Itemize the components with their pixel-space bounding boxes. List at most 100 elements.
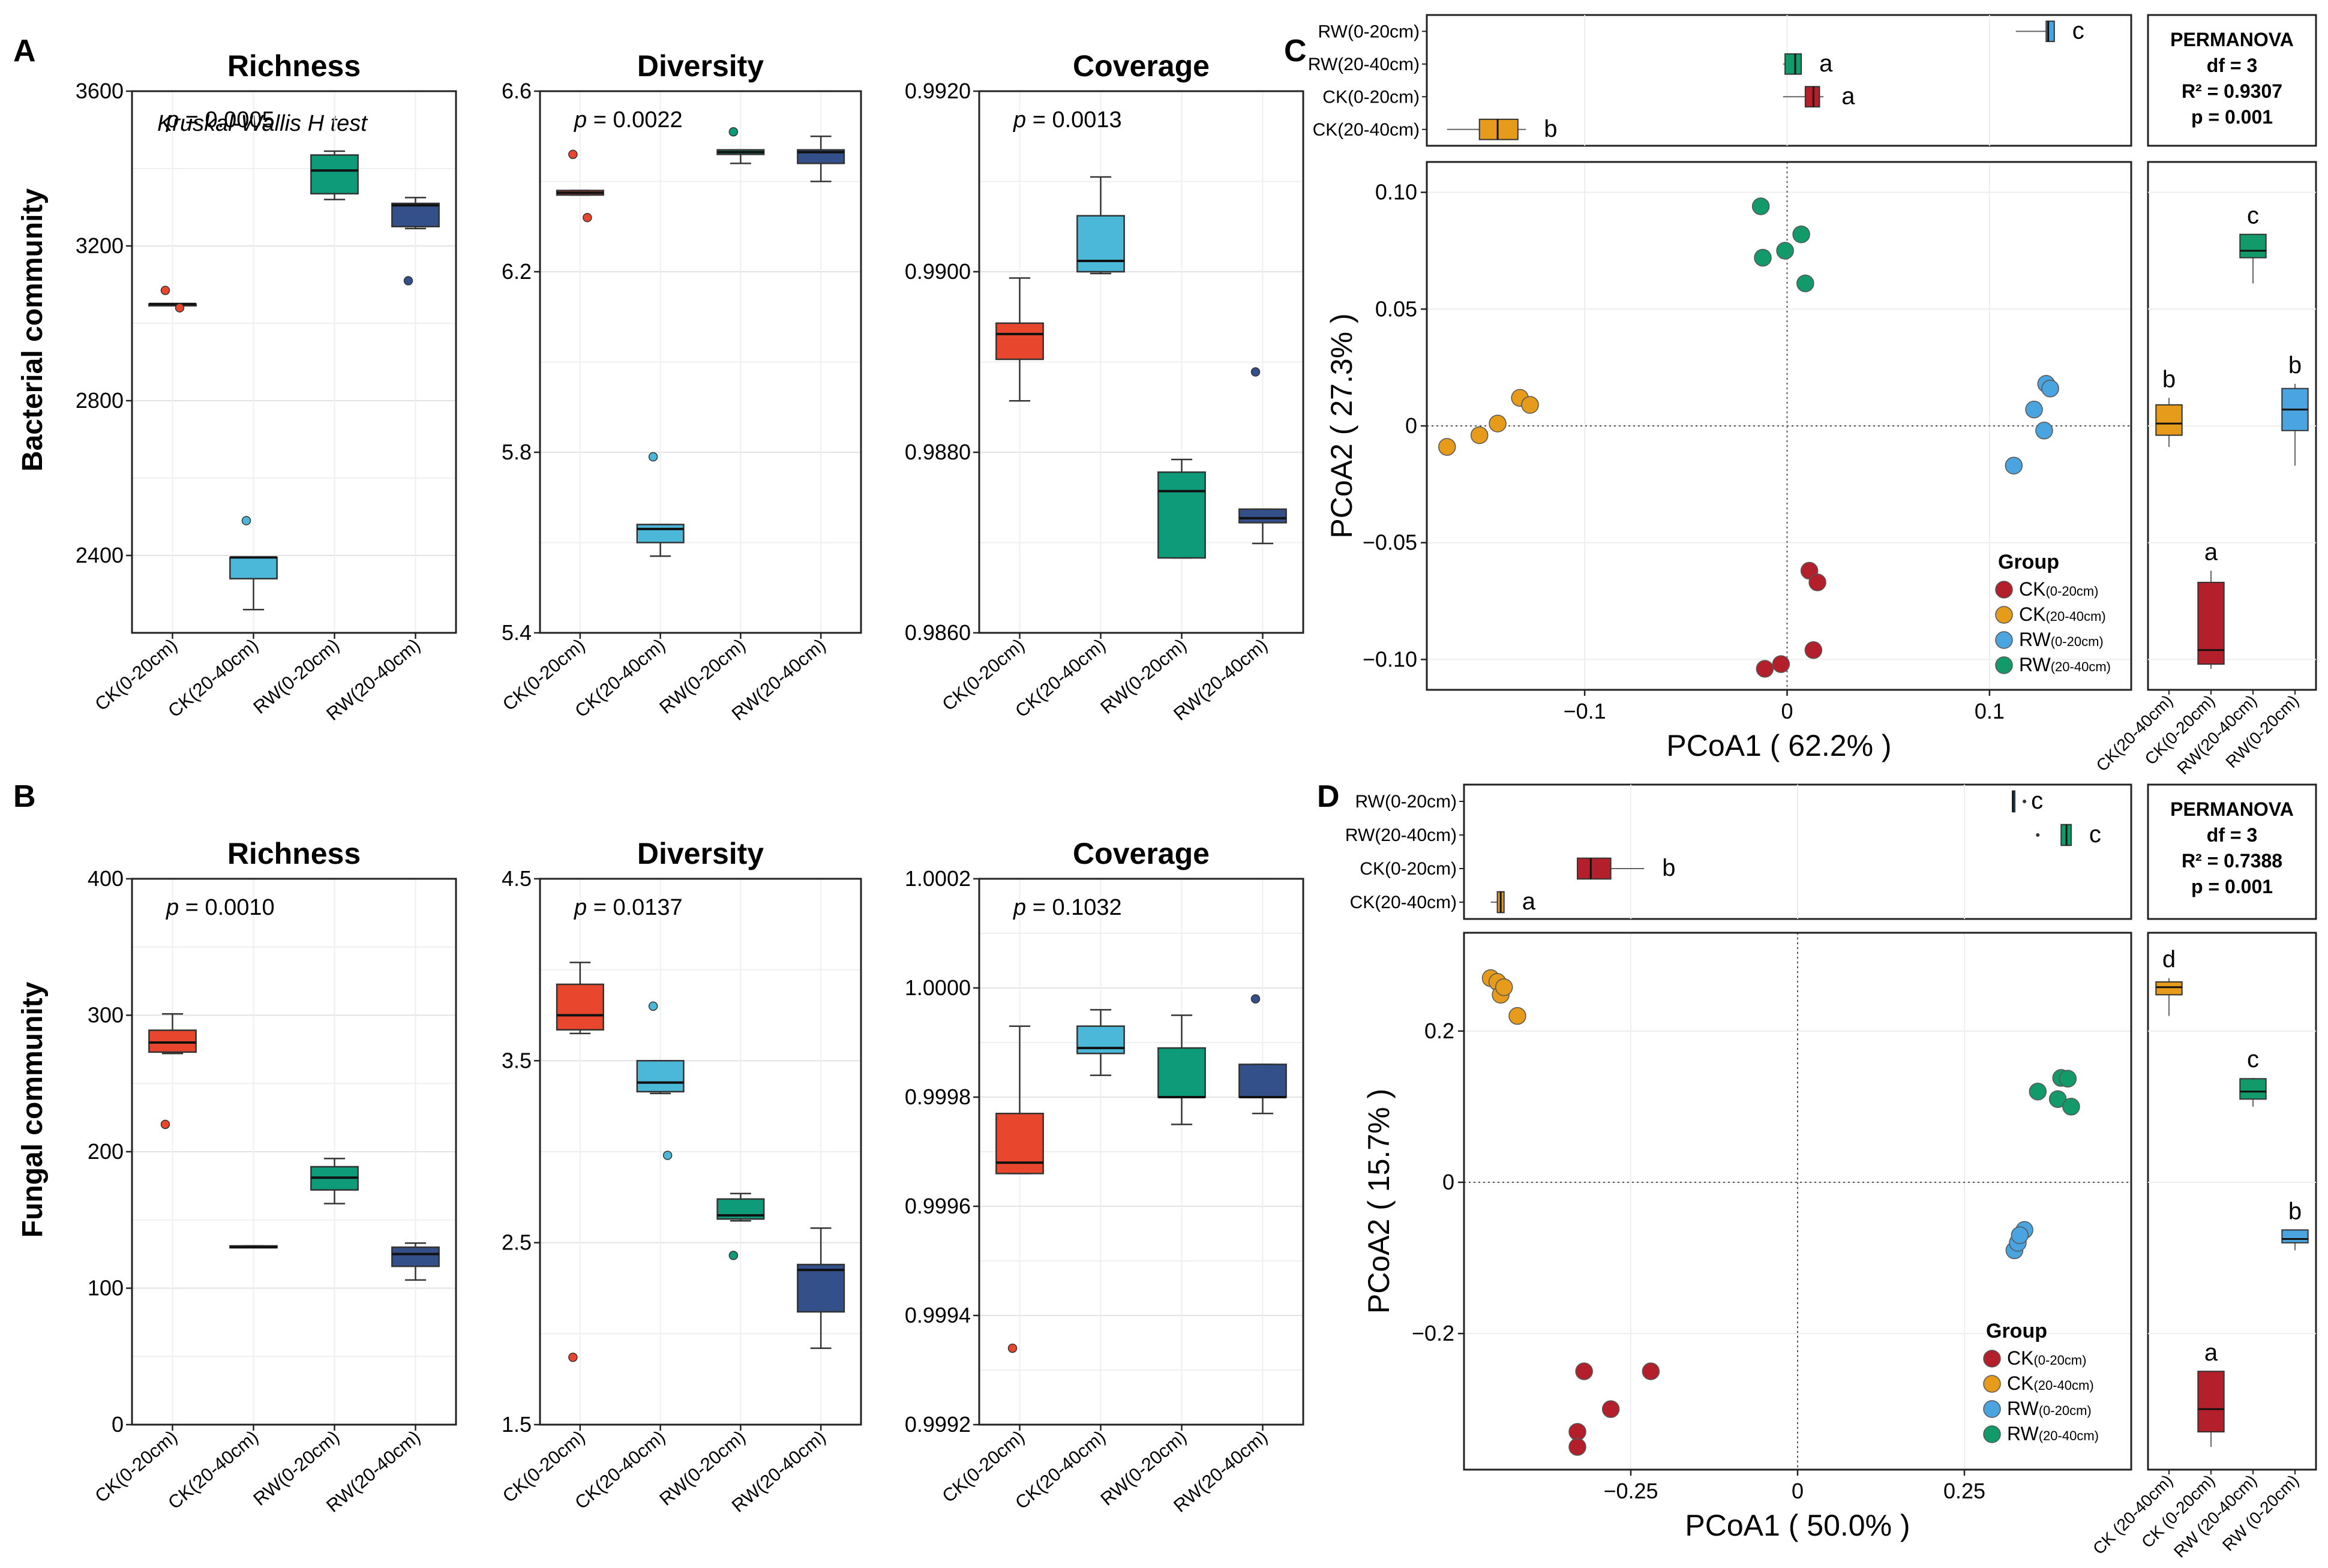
y-axis-label: PCoA2 ( 15.7% ) <box>1362 1089 1396 1314</box>
p-value: p = 0.1032 <box>1013 895 1122 920</box>
pcoa-point <box>2035 422 2053 440</box>
legend-item: CK(0-20cm) <box>2019 578 2098 600</box>
side-box-frame <box>2147 932 2317 1471</box>
x-tick-label: −0.25 <box>1603 1479 1658 1503</box>
y-tick-label: 0 <box>1405 413 1417 438</box>
y-tick-label: 4.5 <box>502 866 532 891</box>
y-tick-label: 0 <box>1442 1170 1454 1194</box>
plot-frame <box>978 878 1304 1426</box>
permanova-r2: R² = 0.7388 <box>2182 850 2282 872</box>
significance-letter: d <box>2162 947 2176 973</box>
significance-letter: b <box>2288 352 2302 379</box>
panel-label-a: A <box>13 34 36 68</box>
x-category-label: CK(20-40cm) <box>164 635 262 722</box>
permanova-r2: R² = 0.9307 <box>2182 80 2282 102</box>
y-tick-label: 0.9860 <box>905 620 971 645</box>
box <box>1076 215 1125 273</box>
significance-letter: c <box>2089 821 2101 848</box>
significance-letter: a <box>2204 1339 2218 1366</box>
x-category-label: CK(20-40cm) <box>1011 635 1109 722</box>
y-tick-label: 0.9880 <box>905 440 971 464</box>
y-tick-label: 2400 <box>76 543 124 567</box>
box <box>636 1060 685 1093</box>
x-tick-label: −0.1 <box>1564 699 1606 723</box>
box-outlier <box>160 1119 170 1130</box>
top-category-label: CK(20-40cm) <box>1313 120 1420 140</box>
x-category-label: CK(20-40cm) <box>1011 1426 1109 1513</box>
significance-letter: b <box>1662 855 1675 881</box>
permanova-p: p = 0.001 <box>2191 106 2273 128</box>
x-category-label: CK(20-40cm) <box>164 1426 262 1513</box>
box-outlier <box>1250 367 1261 377</box>
side-box <box>2239 1078 2267 1100</box>
permanova-p: p = 0.001 <box>2191 876 2273 897</box>
significance-letter: c <box>2247 203 2259 229</box>
pcoa-point <box>1772 655 1790 673</box>
y-tick-label: 6.2 <box>502 259 532 284</box>
y-tick-label: 5.4 <box>502 620 532 645</box>
x-tick-label: 0.1 <box>1975 699 2005 723</box>
significance-letter: b <box>2162 366 2176 392</box>
top-category-label: CK(0-20cm) <box>1360 859 1457 879</box>
kw-test-label: Kruskal-Wallis H test <box>157 111 368 136</box>
top-category-label: CK(20-40cm) <box>1350 893 1457 912</box>
permanova-df: df = 3 <box>2207 55 2257 76</box>
side-box <box>2197 1371 2225 1432</box>
pcoa-point <box>2048 1090 2067 1109</box>
y-tick-label: 1.0002 <box>905 866 971 891</box>
top-category-label: CK(0-20cm) <box>1322 87 1420 107</box>
y-tick-label: 2800 <box>76 388 124 413</box>
legend-marker <box>1995 581 2013 599</box>
box <box>391 1246 440 1267</box>
legend-item: RW(0-20cm) <box>2019 629 2104 650</box>
permanova-frame <box>2147 783 2317 920</box>
pcoa-point <box>1792 225 1810 244</box>
legend-marker <box>1983 1400 2001 1418</box>
pcoa-point <box>1568 1438 1586 1456</box>
pcoa-point <box>1575 1362 1593 1380</box>
pcoa-point <box>1808 573 1826 591</box>
row-label-fungal: Fungal community <box>17 981 49 1237</box>
legend-marker <box>1995 631 2013 649</box>
significance-letter: b <box>2288 1198 2302 1224</box>
permanova-title: PERMANOVA <box>2170 29 2294 50</box>
panel-title: Diversity <box>637 49 764 83</box>
box <box>1157 471 1206 559</box>
box <box>1157 1047 1206 1098</box>
panel-label-c: C <box>1284 34 1307 68</box>
side-box <box>2239 233 2267 259</box>
legend-title: Group <box>1986 1320 2047 1342</box>
pcoa-point <box>2059 1070 2077 1088</box>
side-box <box>2155 404 2183 436</box>
y-tick-label: 0.9998 <box>905 1085 971 1109</box>
box <box>556 983 604 1031</box>
box-outlier <box>160 286 170 295</box>
panel-label-b: B <box>13 779 36 814</box>
box-outlier <box>568 1353 578 1362</box>
box <box>148 1029 197 1053</box>
pcoa-point <box>1470 426 1489 444</box>
pcoa-point <box>2029 1082 2047 1101</box>
box-outlier <box>648 1001 658 1011</box>
y-tick-label: 200 <box>88 1139 124 1164</box>
panel-title: Richness <box>227 49 361 83</box>
box-outlier <box>728 127 739 137</box>
box-outlier <box>175 303 185 313</box>
row-label-bacterial: Bacterial community <box>17 188 49 471</box>
y-tick-label: 0.9994 <box>905 1303 971 1327</box>
p-value: p = 0.0137 <box>574 895 683 920</box>
box <box>995 1113 1044 1175</box>
legend-title: Group <box>1998 551 2059 573</box>
y-tick-label: 0.05 <box>1375 296 1417 321</box>
pcoa-point <box>1489 414 1507 432</box>
significance-letter: c <box>2072 17 2084 44</box>
y-tick-label: 0.10 <box>1375 180 1417 205</box>
x-axis-label: PCoA1 ( 62.2% ) <box>1666 729 1891 762</box>
box-outlier <box>728 1251 739 1260</box>
box <box>995 322 1044 361</box>
legend-item: RW(20-40cm) <box>2007 1423 2099 1444</box>
side-category-label: RW(0-20cm) <box>2222 691 2302 771</box>
side-box <box>2197 581 2225 665</box>
y-tick-label: 6.6 <box>502 79 532 103</box>
